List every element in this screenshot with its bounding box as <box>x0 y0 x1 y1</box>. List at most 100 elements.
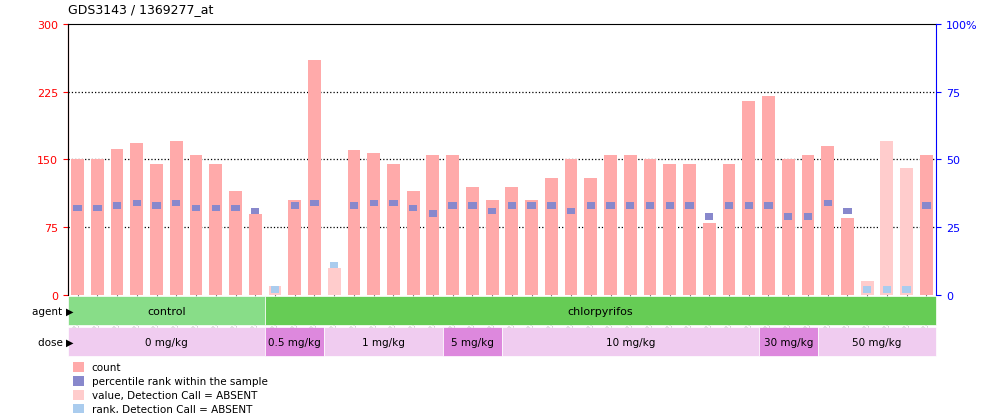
Text: value, Detection Call = ABSENT: value, Detection Call = ABSENT <box>92 390 257 400</box>
Bar <box>920 156 933 295</box>
Bar <box>265 296 936 325</box>
Bar <box>288 201 301 295</box>
Bar <box>150 164 163 295</box>
Bar <box>508 203 516 209</box>
Bar <box>782 160 795 295</box>
Bar <box>130 144 143 295</box>
Bar <box>73 376 85 386</box>
Bar <box>505 187 518 295</box>
Bar <box>645 203 654 209</box>
Bar <box>249 214 262 295</box>
Bar <box>446 156 459 295</box>
Bar <box>231 206 240 212</box>
Bar <box>882 287 891 293</box>
Bar <box>269 286 282 295</box>
Text: 30 mg/kg: 30 mg/kg <box>764 337 813 347</box>
Bar <box>251 208 259 215</box>
Bar <box>387 164 399 295</box>
Bar <box>368 154 380 295</box>
Bar <box>73 362 85 372</box>
Bar <box>902 287 910 293</box>
Bar <box>350 203 359 209</box>
Bar <box>91 160 104 295</box>
Bar <box>308 61 321 295</box>
Bar <box>443 327 502 356</box>
Bar <box>189 156 202 295</box>
Bar <box>759 327 818 356</box>
Bar <box>844 208 852 215</box>
Bar <box>762 97 775 295</box>
Bar <box>330 262 339 269</box>
Bar <box>880 142 893 295</box>
Text: 1 mg/kg: 1 mg/kg <box>363 337 405 347</box>
Bar <box>922 203 930 209</box>
Bar <box>663 164 676 295</box>
Text: agent: agent <box>32 306 66 316</box>
Bar <box>71 160 84 295</box>
Bar <box>705 214 713 220</box>
Bar <box>626 203 634 209</box>
Text: 0 mg/kg: 0 mg/kg <box>145 337 188 347</box>
Text: count: count <box>92 362 122 372</box>
Bar <box>764 203 773 209</box>
Bar <box>68 327 265 356</box>
Bar <box>192 206 200 212</box>
Bar <box>370 200 377 206</box>
Bar <box>824 200 832 206</box>
Bar <box>211 206 220 212</box>
Bar <box>152 203 160 209</box>
Bar <box>804 214 812 220</box>
Bar <box>567 208 576 215</box>
Bar <box>818 327 936 356</box>
Text: GDS3143 / 1369277_at: GDS3143 / 1369277_at <box>68 3 213 16</box>
Bar <box>703 223 716 295</box>
Bar <box>426 156 439 295</box>
Bar <box>841 218 854 295</box>
Bar <box>73 390 85 400</box>
Text: percentile rank within the sample: percentile rank within the sample <box>92 376 268 386</box>
Bar <box>271 287 279 293</box>
Bar <box>406 192 419 295</box>
Bar <box>725 203 733 209</box>
Bar <box>685 203 693 209</box>
Text: 0.5 mg/kg: 0.5 mg/kg <box>268 337 321 347</box>
Bar <box>861 282 873 295</box>
Bar <box>623 156 636 295</box>
Bar <box>722 164 735 295</box>
Bar <box>74 206 82 212</box>
Bar <box>784 214 793 220</box>
Bar <box>229 192 242 295</box>
Bar <box>209 164 222 295</box>
Bar <box>863 287 872 293</box>
Bar <box>389 200 397 206</box>
Bar <box>409 206 417 212</box>
Bar <box>587 203 595 209</box>
Bar <box>607 203 615 209</box>
Bar <box>486 201 499 295</box>
Bar <box>525 201 538 295</box>
Bar <box>325 327 443 356</box>
Bar <box>665 203 674 209</box>
Bar <box>488 208 496 215</box>
Bar <box>94 206 102 212</box>
Bar <box>900 169 913 295</box>
Bar <box>605 156 617 295</box>
Bar <box>683 164 696 295</box>
Bar <box>170 142 182 295</box>
Bar <box>113 203 122 209</box>
Bar <box>73 404 85 413</box>
Bar <box>565 160 578 295</box>
Text: dose: dose <box>38 337 66 347</box>
Bar <box>111 149 124 295</box>
Bar <box>802 156 815 295</box>
Bar <box>643 160 656 295</box>
Text: ▶: ▶ <box>66 337 74 347</box>
Text: control: control <box>147 306 185 316</box>
Text: ▶: ▶ <box>66 306 74 316</box>
Bar <box>265 327 325 356</box>
Bar <box>172 200 180 206</box>
Bar <box>585 178 598 295</box>
Text: 50 mg/kg: 50 mg/kg <box>853 337 901 347</box>
Bar <box>291 203 299 209</box>
Bar <box>311 200 319 206</box>
